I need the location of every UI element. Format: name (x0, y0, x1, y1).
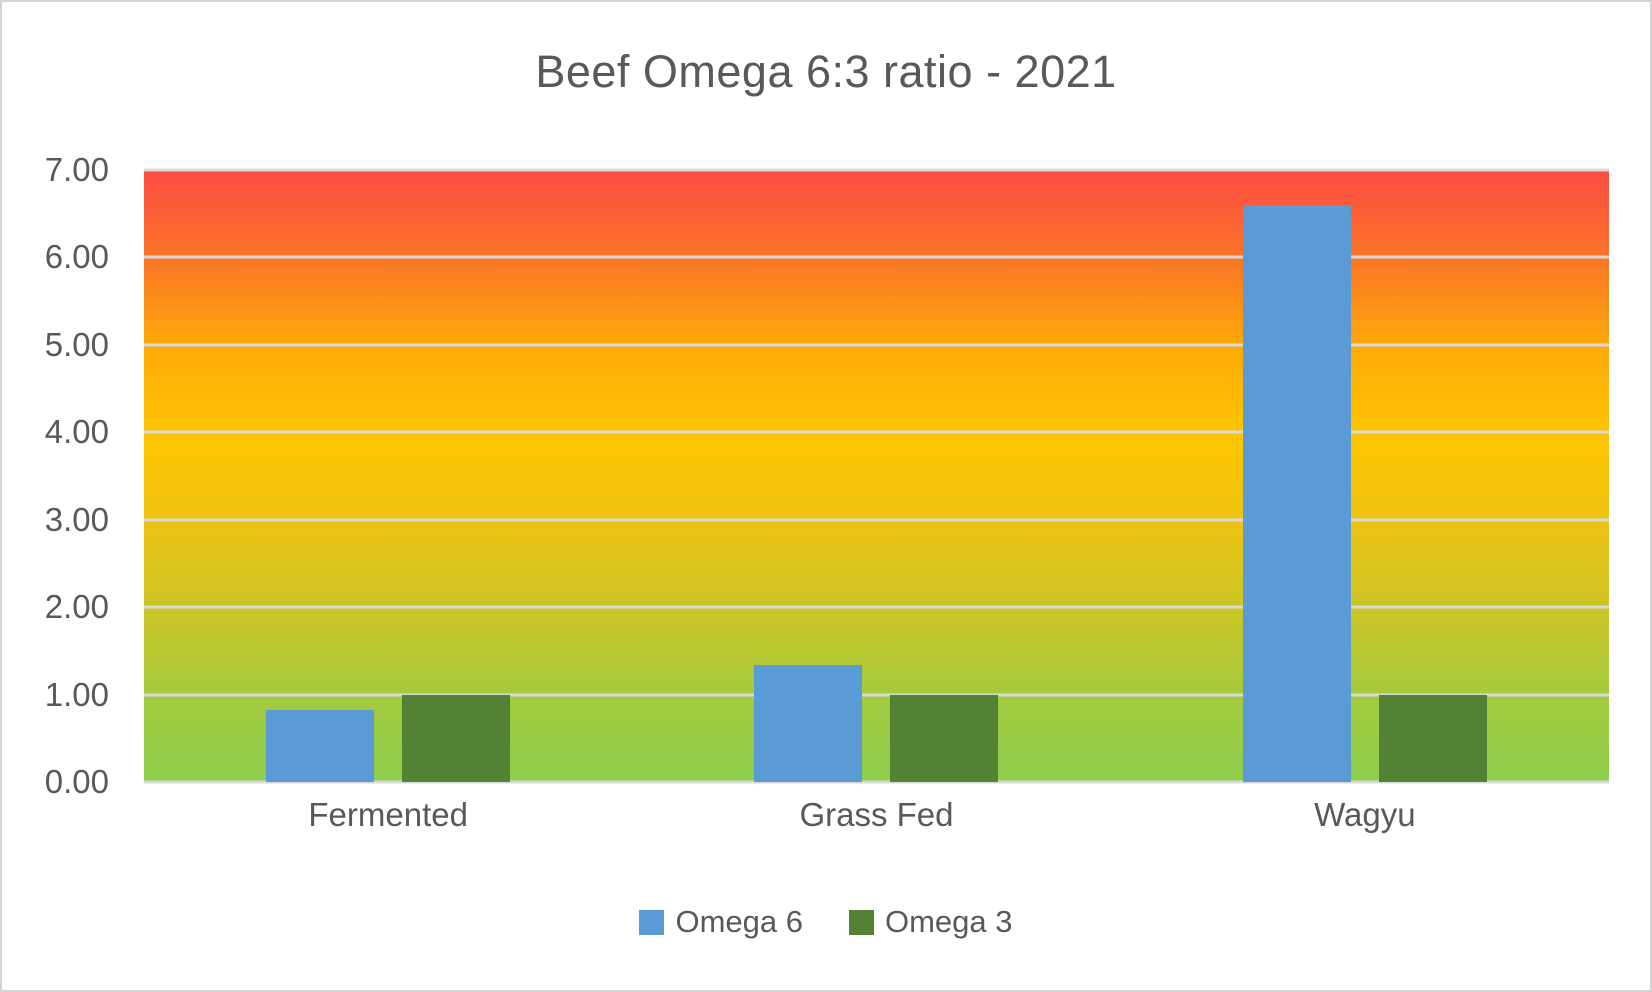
gridline (144, 693, 1609, 697)
legend-swatch-icon (639, 909, 665, 935)
bars-layer (144, 170, 1609, 782)
y-tick-label: 4.00 (44, 413, 109, 451)
gridline (144, 430, 1609, 434)
bar-omega-6 (1242, 204, 1351, 782)
x-tick-label: Fermented (308, 796, 468, 833)
y-tick-label: 7.00 (44, 151, 109, 188)
bar-omega-6 (266, 710, 375, 782)
y-axis: 7.00 6.00 5.00 4.00 3.00 2.00 1.00 0.00 (17, 151, 109, 800)
gridline (144, 343, 1609, 347)
y-tick-label: 5.00 (44, 325, 109, 363)
y-tick-label: 1.00 (44, 675, 109, 713)
chart-title: Beef Omega 6:3 ratio - 2021 (535, 46, 1117, 97)
x-tick-label: Grass Fed (799, 796, 954, 833)
legend-item-omega-6: Omega 6 (639, 904, 803, 940)
x-tick-label: Wagyu (1314, 796, 1416, 833)
category-group-wagyu (1121, 170, 1609, 782)
category-group-fermented (144, 170, 632, 782)
gridline (144, 605, 1609, 609)
y-tick-label: 0.00 (44, 763, 109, 800)
gridline (144, 518, 1609, 522)
x-axis: Fermented Grass Fed Wagyu (144, 796, 1609, 834)
legend-swatch-icon (849, 909, 874, 935)
y-tick-label: 3.00 (44, 500, 109, 538)
gridline (144, 255, 1609, 259)
bar-omega-3 (402, 694, 511, 782)
category-group-grass-fed (632, 170, 1120, 782)
legend-item-omega-3: Omega 3 (849, 904, 1013, 940)
y-tick-label: 2.00 (44, 588, 109, 626)
gridline (144, 168, 1609, 172)
bar-omega-3 (1378, 694, 1487, 782)
plot-area (144, 168, 1609, 784)
gridline (144, 780, 1609, 784)
legend-label: Omega 3 (885, 904, 1013, 939)
legend-label: Omega 6 (675, 904, 803, 939)
y-tick-label: 6.00 (44, 238, 109, 276)
bar-omega-6 (754, 664, 863, 782)
legend: Omega 6 Omega 3 (2, 904, 1650, 940)
bar-omega-3 (890, 694, 999, 782)
